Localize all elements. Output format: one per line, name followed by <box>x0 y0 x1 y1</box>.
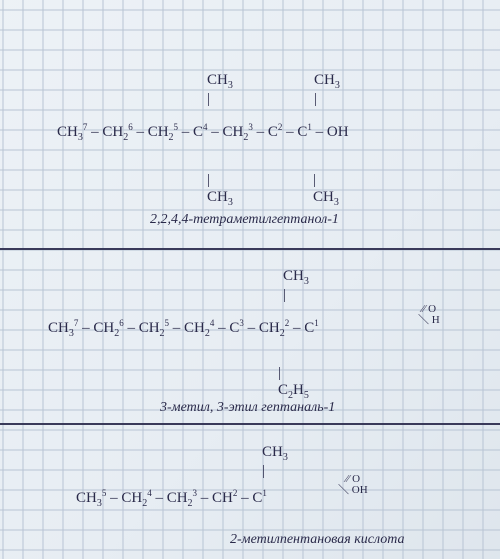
compound1-name: 2,2,4,4-тетраметилгептанол-1 <box>150 212 339 228</box>
compound1-bot-sub2: |CH3 <box>313 172 339 208</box>
compound1-top-sub1: CH3| <box>207 72 233 108</box>
compound2-bot-sub: |C2H5 <box>278 365 309 401</box>
compound3-chain: CH35 – CH24 – CH23 – CH2 – C1 <box>76 488 267 509</box>
compound2-aldehyde: ⁄⁄ O＼ H <box>418 304 440 326</box>
divider-2 <box>0 423 500 425</box>
handwritten-content: CH3| CH3| CH37 – CH26 – CH25 – C4 – CH23… <box>0 0 500 559</box>
compound2-name: 3-метил, 3-этил гептаналь-1 <box>160 400 335 416</box>
compound2-top-sub: CH3| <box>283 268 309 304</box>
compound1-bot-sub1: |CH3 <box>207 172 233 208</box>
compound3-name: 2-метилпентановая кислота <box>230 532 405 548</box>
divider-1 <box>0 248 500 250</box>
compound1-chain: CH37 – CH26 – CH25 – C4 – CH23 – C2 – C1… <box>57 122 349 143</box>
compound1-top-sub2: CH3| <box>314 72 340 108</box>
compound3-top-sub: CH3| <box>262 444 288 480</box>
compound3-acid: ⁄⁄ O＼ OH <box>338 474 368 496</box>
compound2-chain: CH37 – CH26 – CH25 – CH24 – C3 – CH22 – … <box>48 318 319 339</box>
